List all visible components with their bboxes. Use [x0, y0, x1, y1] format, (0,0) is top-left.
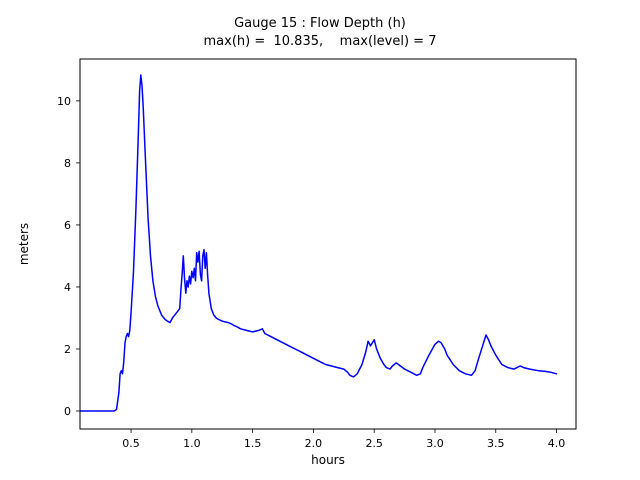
y-axis-label: meters: [17, 223, 31, 265]
x-tick-label: 3.5: [487, 437, 505, 450]
x-tick-label: 1.0: [183, 437, 201, 450]
chart-title: Gauge 15 : Flow Depth (h): [234, 16, 406, 31]
x-tick-label: 2.5: [365, 437, 383, 450]
x-tick-label: 4.0: [548, 437, 566, 450]
x-tick-label: 1.5: [244, 437, 262, 450]
flow-depth-line: [79, 74, 558, 412]
axes-box: [79, 58, 577, 430]
y-tick-label: 10: [57, 95, 71, 108]
x-tick-label: 3.0: [426, 437, 444, 450]
y-tick-label: 6: [64, 219, 71, 232]
y-tick-label: 2: [64, 343, 71, 356]
y-tick-label: 8: [64, 157, 71, 170]
chart-subtitle: max(h) = 10.835, max(level) = 7: [204, 34, 437, 49]
y-tick-label: 0: [64, 405, 71, 418]
x-tick-label: 2.0: [305, 437, 323, 450]
y-tick-label: 4: [64, 281, 71, 294]
x-tick-label: 0.5: [122, 437, 140, 450]
x-axis-label: hours: [311, 453, 345, 467]
